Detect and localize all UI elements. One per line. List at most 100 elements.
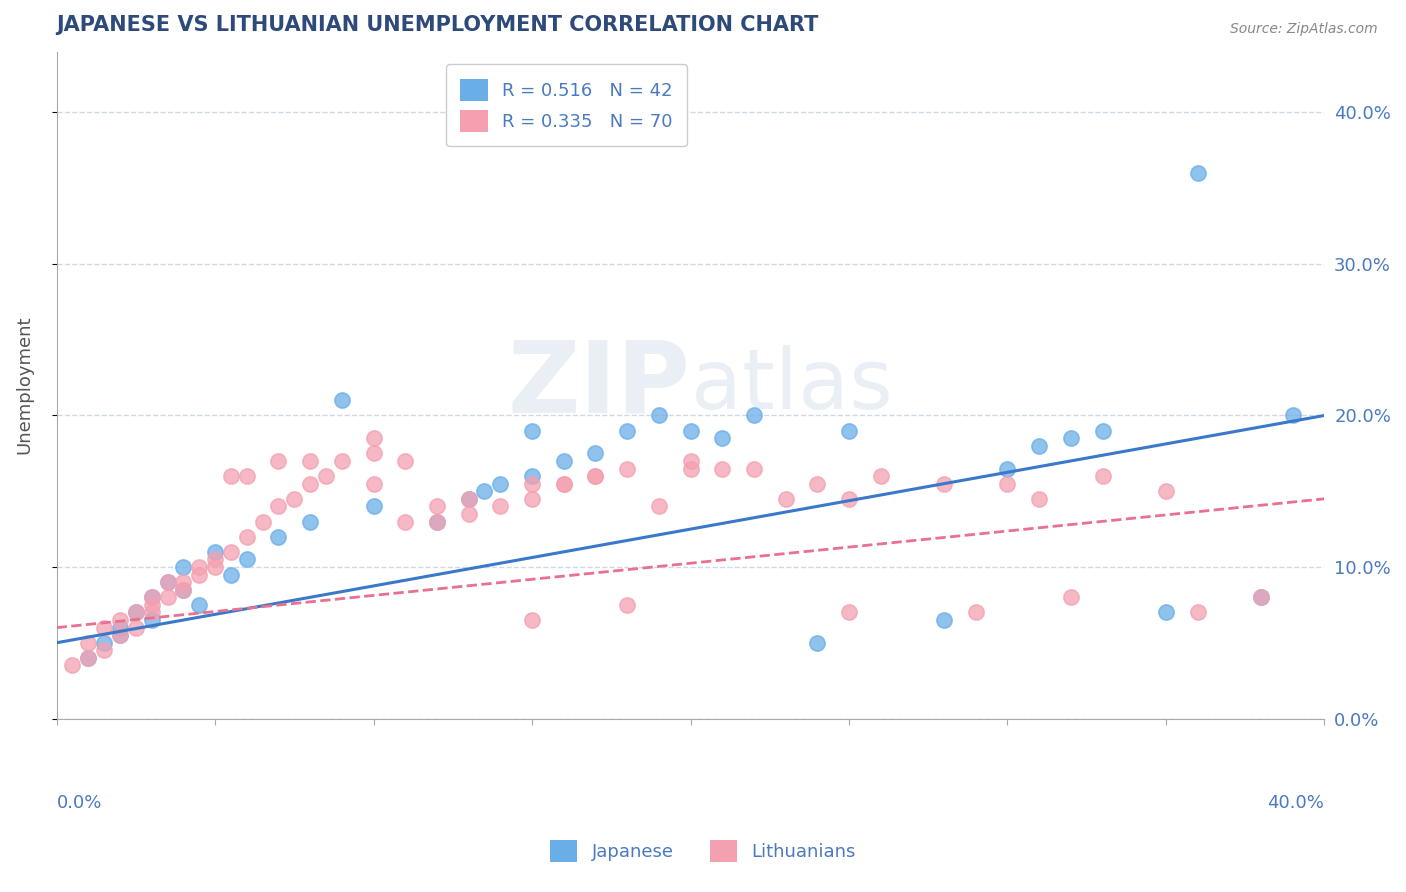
Point xyxy=(583,469,606,483)
Point xyxy=(93,636,115,650)
Point xyxy=(997,476,1019,491)
Point xyxy=(108,628,131,642)
Point xyxy=(583,469,606,483)
Point xyxy=(299,454,322,468)
Point xyxy=(141,606,163,620)
Point xyxy=(679,424,702,438)
Point xyxy=(583,446,606,460)
Point xyxy=(616,598,638,612)
Point xyxy=(1154,606,1177,620)
Point xyxy=(806,636,828,650)
Point xyxy=(838,491,860,506)
Point xyxy=(299,515,322,529)
Point xyxy=(172,582,194,597)
Point xyxy=(236,469,259,483)
Text: JAPANESE VS LITHUANIAN UNEMPLOYMENT CORRELATION CHART: JAPANESE VS LITHUANIAN UNEMPLOYMENT CORR… xyxy=(56,15,818,35)
Point xyxy=(474,484,496,499)
Point xyxy=(553,476,575,491)
Point xyxy=(711,431,734,445)
Point xyxy=(1154,484,1177,499)
Point xyxy=(363,431,385,445)
Point xyxy=(457,491,479,506)
Point xyxy=(363,446,385,460)
Point xyxy=(394,454,416,468)
Point xyxy=(204,552,226,566)
Point xyxy=(267,454,290,468)
Point xyxy=(520,424,543,438)
Point xyxy=(997,461,1019,475)
Point xyxy=(283,491,305,506)
Point xyxy=(219,545,242,559)
Point xyxy=(1250,591,1272,605)
Point xyxy=(394,515,416,529)
Point xyxy=(188,598,211,612)
Point xyxy=(219,469,242,483)
Point xyxy=(108,628,131,642)
Point xyxy=(156,575,179,590)
Point xyxy=(679,454,702,468)
Point xyxy=(1187,166,1209,180)
Point xyxy=(156,591,179,605)
Point xyxy=(553,454,575,468)
Point xyxy=(457,507,479,521)
Point xyxy=(520,613,543,627)
Point xyxy=(252,515,274,529)
Point xyxy=(1187,606,1209,620)
Point xyxy=(363,500,385,514)
Point xyxy=(125,606,148,620)
Point xyxy=(236,552,259,566)
Point xyxy=(77,651,100,665)
Point xyxy=(141,591,163,605)
Point xyxy=(489,500,512,514)
Point xyxy=(616,424,638,438)
Point xyxy=(1091,469,1114,483)
Point xyxy=(711,461,734,475)
Point xyxy=(141,591,163,605)
Point xyxy=(108,621,131,635)
Text: 0.0%: 0.0% xyxy=(56,794,103,813)
Point xyxy=(838,606,860,620)
Point xyxy=(838,424,860,438)
Point xyxy=(204,560,226,574)
Point xyxy=(932,476,955,491)
Point xyxy=(267,500,290,514)
Point xyxy=(315,469,337,483)
Point xyxy=(219,567,242,582)
Point xyxy=(742,409,765,423)
Point xyxy=(616,461,638,475)
Point xyxy=(1091,424,1114,438)
Point xyxy=(172,560,194,574)
Point xyxy=(172,582,194,597)
Point xyxy=(426,500,449,514)
Point xyxy=(125,621,148,635)
Text: 40.0%: 40.0% xyxy=(1268,794,1324,813)
Point xyxy=(172,575,194,590)
Point xyxy=(299,476,322,491)
Point xyxy=(330,393,353,408)
Point xyxy=(742,461,765,475)
Legend: Japanese, Lithuanians: Japanese, Lithuanians xyxy=(543,833,863,870)
Point xyxy=(553,476,575,491)
Point xyxy=(1028,491,1050,506)
Legend: R = 0.516   N = 42, R = 0.335   N = 70: R = 0.516 N = 42, R = 0.335 N = 70 xyxy=(446,64,688,146)
Point xyxy=(141,613,163,627)
Point xyxy=(679,461,702,475)
Point xyxy=(156,575,179,590)
Point xyxy=(141,598,163,612)
Point xyxy=(869,469,891,483)
Point xyxy=(1281,409,1303,423)
Point xyxy=(330,454,353,468)
Point xyxy=(775,491,797,506)
Point xyxy=(77,651,100,665)
Point xyxy=(125,606,148,620)
Point xyxy=(426,515,449,529)
Point xyxy=(520,469,543,483)
Point xyxy=(489,476,512,491)
Point xyxy=(806,476,828,491)
Point xyxy=(1060,431,1083,445)
Point xyxy=(457,491,479,506)
Point xyxy=(965,606,987,620)
Point xyxy=(363,476,385,491)
Text: atlas: atlas xyxy=(690,344,893,425)
Point xyxy=(520,476,543,491)
